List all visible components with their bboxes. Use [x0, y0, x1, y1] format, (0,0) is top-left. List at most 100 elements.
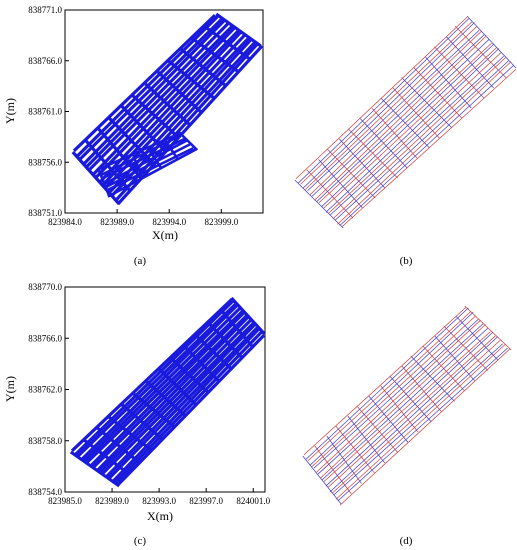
panel-a-ylabel: Y(m) — [3, 98, 17, 124]
mesh-d-line-v — [315, 319, 481, 473]
mesh-d-line-v — [319, 324, 486, 479]
mesh-d-line-v — [325, 332, 494, 487]
track-c-line-v — [80, 302, 240, 462]
track-a-line-v — [101, 33, 247, 187]
panel-c-xlabel: X(m) — [147, 509, 173, 523]
y-tick-label: 838770.0 — [28, 282, 62, 292]
panel-c-axis-ticks: 823985.0 823989.0 823993.0 823997.0 824001.0… — [28, 282, 270, 506]
mesh-b-line-v — [334, 60, 509, 221]
panel-b: (b) — [294, 15, 517, 267]
mesh-b-line-v — [302, 22, 475, 189]
mesh-d-line-v — [317, 323, 484, 475]
track-a-line-v — [94, 29, 240, 179]
x-tick-label: 823997.0 — [189, 496, 223, 506]
mesh-b-line-u — [466, 15, 517, 69]
panel-c-tracks — [69, 296, 265, 488]
x-tick-label: 823989.0 — [100, 217, 134, 227]
track-c-line-u — [107, 415, 154, 453]
track-a-small-line-v — [99, 132, 181, 170]
track-c-line-v — [89, 310, 246, 468]
mesh-b-line-u — [425, 56, 472, 109]
track-a-line-v — [107, 37, 254, 195]
mesh-b-line-v — [323, 47, 497, 209]
mesh-b-line-u — [318, 159, 363, 209]
track-a-line-v — [88, 25, 233, 171]
track-c-line-v — [104, 322, 257, 479]
mesh-b-line-v — [298, 17, 470, 184]
mesh-b-line-v — [314, 35, 487, 201]
panel-b-mesh — [294, 15, 517, 229]
mesh-d-line-v — [309, 311, 474, 466]
track-a-line-v — [104, 36, 250, 190]
track-c-line-v — [101, 322, 255, 475]
mesh-b-line-v — [330, 55, 504, 216]
y-tick-label: 838762.0 — [28, 385, 62, 395]
track-c-line-v — [77, 302, 238, 458]
track-c-line-v — [98, 318, 253, 474]
mesh-d-line-v — [337, 347, 508, 501]
x-tick-label: 823984.0 — [48, 217, 82, 227]
track-c-line-u — [120, 403, 164, 441]
panel-a: 823984.0 823989.0 823994.0 823999.0 838751.0… — [3, 5, 264, 267]
mesh-d-line-v — [339, 348, 511, 506]
track-a-line-v — [110, 40, 257, 198]
mesh-b-line-v — [321, 43, 495, 208]
panel-d-mesh — [302, 305, 512, 506]
track-a-line-v — [72, 14, 217, 152]
track-a-small-line-v — [100, 133, 184, 177]
mesh-b-line-v — [332, 56, 507, 220]
panel-d-caption: (d) — [400, 535, 413, 547]
track-c-line-v — [70, 298, 234, 452]
mesh-d-line-v — [327, 335, 496, 488]
track-c-line-v — [73, 298, 236, 457]
mesh-b-line-u — [445, 36, 494, 89]
mesh-d-line-v — [313, 319, 479, 469]
mesh-d-line-v — [333, 343, 503, 496]
mesh-d-line-v — [335, 344, 506, 500]
y-tick-label: 838771.0 — [28, 5, 62, 15]
track-a-small-line-v — [107, 148, 197, 198]
panel-c: 823985.0 823989.0 823993.0 823997.0 824001.0… — [3, 282, 271, 547]
track-c-line-v — [83, 306, 242, 463]
mesh-d-line-v — [331, 339, 501, 494]
track-c-line-v — [95, 314, 251, 473]
mesh-b-line-u — [327, 149, 376, 199]
track-c-line-v — [110, 326, 261, 484]
panel-c-ylabel: Y(m) — [3, 376, 17, 402]
y-tick-label: 838756.0 — [28, 157, 62, 167]
track-a-line-v — [82, 18, 227, 166]
panel-d: (d) — [302, 305, 512, 547]
track-c-line-v — [107, 326, 259, 480]
mesh-b-line-v — [309, 30, 482, 196]
mesh-b-line-u — [454, 26, 507, 79]
mesh-b-line-v — [311, 34, 485, 197]
track-a-small-line-v — [104, 142, 192, 189]
mesh-b-line-v — [304, 26, 478, 190]
x-tick-label: 823985.0 — [48, 496, 82, 506]
y-tick-label: 838751.0 — [28, 208, 62, 218]
mesh-b-line-v — [337, 61, 512, 225]
track-a-small-line-v — [103, 138, 189, 186]
panel-a-caption: (a) — [134, 255, 147, 267]
mesh-b-line-u — [306, 169, 354, 219]
track-a-line-v — [76, 14, 220, 158]
y-tick-label: 838766.0 — [28, 56, 62, 66]
mesh-d-line-v — [321, 327, 489, 481]
track-c-line-v — [113, 330, 264, 485]
mesh-b-line-v — [295, 16, 468, 180]
track-c-line-v — [116, 334, 265, 486]
panel-a-tracks — [71, 12, 263, 206]
track-a-line-v — [85, 22, 230, 168]
panel-c-caption: (c) — [134, 535, 147, 547]
mesh-d-line-v — [303, 306, 467, 456]
mesh-b-line-v — [318, 42, 492, 204]
panel-b-caption: (b) — [400, 255, 413, 267]
track-a-small-line-v — [102, 137, 186, 180]
track-c-line-u — [83, 438, 131, 476]
panel-a-axis-ticks: 823984.0 823989.0 823994.0 823999.0 838751.0… — [28, 5, 238, 227]
mesh-b-line-v — [300, 21, 473, 185]
mesh-d-line-v — [323, 331, 491, 482]
track-c-line-u — [69, 450, 121, 488]
mesh-b-line-v — [325, 48, 500, 213]
